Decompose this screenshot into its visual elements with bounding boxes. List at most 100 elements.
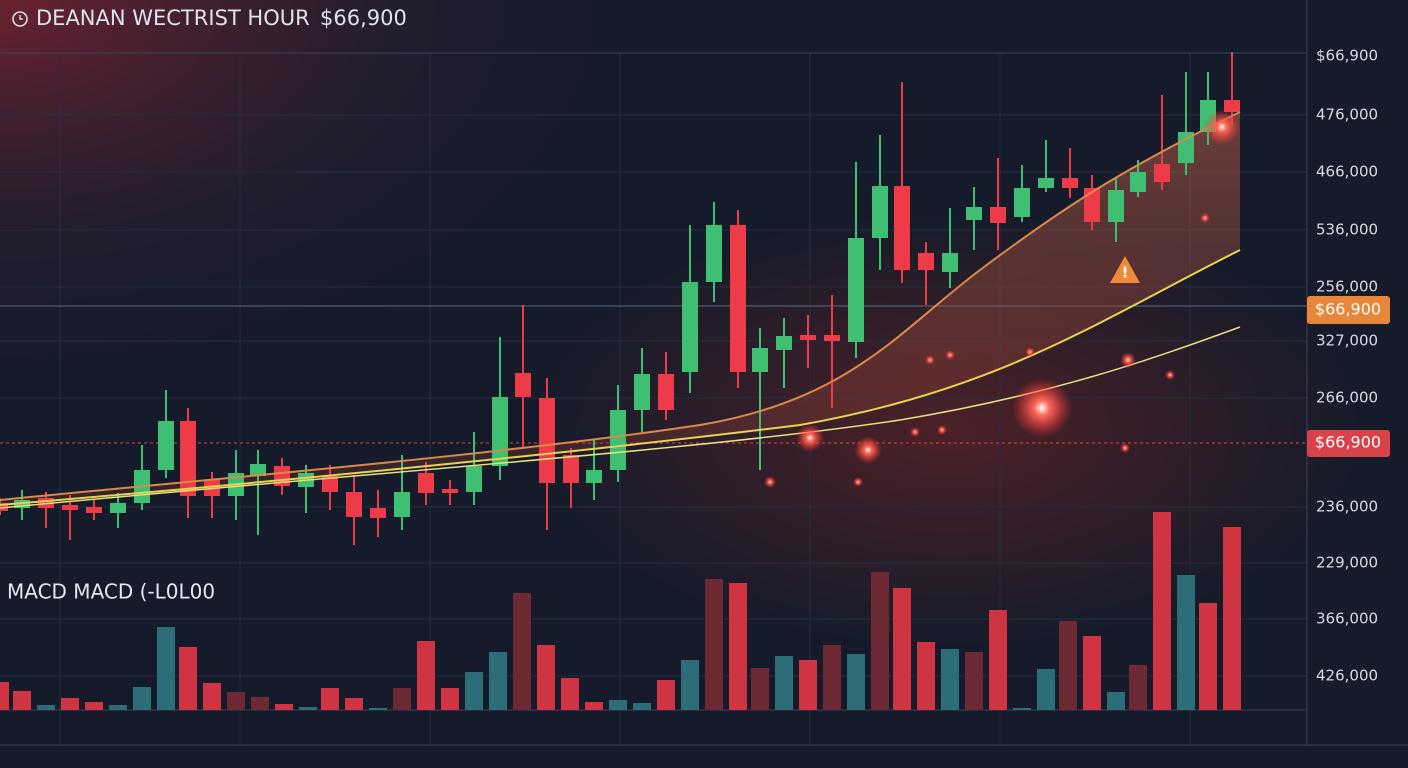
candle-body [918, 253, 934, 270]
candle-body [322, 476, 338, 492]
histogram-bar [61, 698, 79, 710]
histogram-bar [1153, 512, 1171, 710]
candle-body [752, 348, 768, 372]
price-label: 236,000 [1316, 498, 1378, 516]
price-label: 466,000 [1316, 163, 1378, 181]
header-title: DEANAN WECTRIST HOUR [36, 6, 310, 30]
candle-body [894, 186, 910, 270]
candle-body [1062, 178, 1078, 188]
header-price: $66,900 [320, 6, 407, 30]
ma-mid [0, 249, 1241, 506]
candle-body [634, 374, 650, 410]
histogram-bar [441, 688, 459, 710]
candlesticks [0, 52, 1240, 545]
candle-body [1084, 188, 1100, 222]
candle-body [706, 225, 722, 282]
ma-fast [0, 111, 1241, 501]
histogram-bar [917, 642, 935, 710]
price-label: 366,000 [1316, 610, 1378, 628]
candle-body [586, 470, 602, 483]
candle-body [86, 507, 102, 513]
glow-dot [1204, 109, 1240, 145]
candle-body [610, 410, 626, 470]
candle-body [872, 186, 888, 238]
glow-dot [1012, 378, 1072, 438]
candle-body [1108, 190, 1124, 222]
histogram-bar [203, 683, 221, 710]
histogram-bar [1223, 527, 1241, 710]
candle-body [682, 282, 698, 372]
warning-mark: ! [1122, 264, 1129, 282]
histogram-bar [13, 691, 31, 710]
ma-slow [0, 326, 1241, 509]
candle-body [658, 374, 674, 410]
histogram-bar [657, 680, 675, 710]
candle-body [442, 489, 458, 493]
glow-dot [764, 476, 776, 488]
histogram-bar [157, 627, 175, 710]
histogram-bar [227, 692, 245, 710]
macd-label: MACD MACD (-L0L00 [7, 580, 215, 604]
histogram-bar [1199, 603, 1217, 710]
macd-histogram [0, 512, 1241, 710]
candle-body [990, 207, 1006, 223]
candle-body [1014, 188, 1030, 217]
glow-dot [910, 427, 920, 437]
glow-dot [1165, 370, 1175, 380]
candle-body [563, 455, 579, 483]
ma-band [0, 112, 1240, 505]
candle-body [158, 421, 174, 470]
candle-body [942, 253, 958, 272]
histogram-bar [465, 672, 483, 710]
histogram-bar [729, 583, 747, 710]
warning-triangle [1110, 256, 1140, 283]
histogram-bar [489, 652, 507, 710]
price-label: 266,000 [1316, 389, 1378, 407]
histogram-bar [965, 652, 983, 710]
price-label: 327,000 [1316, 332, 1378, 350]
clock-icon [12, 11, 28, 27]
histogram-bar [989, 610, 1007, 710]
glow-dot [1120, 352, 1136, 368]
candle-body [466, 466, 482, 492]
candle-body [515, 373, 531, 397]
glow-dot [937, 425, 947, 435]
histogram-bar [681, 660, 699, 710]
price-label: 426,000 [1316, 667, 1378, 685]
price-label: 256,000 [1316, 278, 1378, 296]
histogram-bar [1129, 665, 1147, 710]
histogram-bar [871, 572, 889, 710]
histogram-bar [321, 688, 339, 710]
orange-badge-label: $66,900 [1315, 300, 1381, 319]
histogram-bar [847, 654, 865, 710]
candle-body [62, 505, 78, 510]
glow-dot [1025, 347, 1035, 357]
candle-body [180, 421, 196, 496]
histogram-bar [537, 645, 555, 710]
histogram-bar [417, 641, 435, 710]
histogram-bar [633, 703, 651, 710]
histogram-bar [393, 688, 411, 710]
histogram-bar [1059, 621, 1077, 710]
candle-body [848, 238, 864, 342]
candle-body [730, 225, 746, 372]
red-badge-label: $66,900 [1315, 433, 1381, 452]
histogram-bar [275, 704, 293, 710]
histogram-bar [0, 682, 9, 710]
histogram-bar [369, 708, 387, 710]
histogram-bar [179, 647, 197, 710]
warning-icon: ! [1110, 256, 1140, 283]
histogram-bar [561, 678, 579, 710]
candle-body [370, 508, 386, 518]
candle-body [110, 503, 126, 513]
histogram-bar [85, 702, 103, 710]
candle-body [1130, 172, 1146, 192]
candle-body [776, 336, 792, 350]
price-axis: $66,900 476,000 466,000 536,000 256,000 327,0… [1316, 47, 1378, 685]
glow-dot [1200, 213, 1210, 223]
price-label: 476,000 [1316, 106, 1378, 124]
histogram-bar [823, 645, 841, 710]
candle-body [1224, 100, 1240, 112]
candle-body [492, 397, 508, 466]
